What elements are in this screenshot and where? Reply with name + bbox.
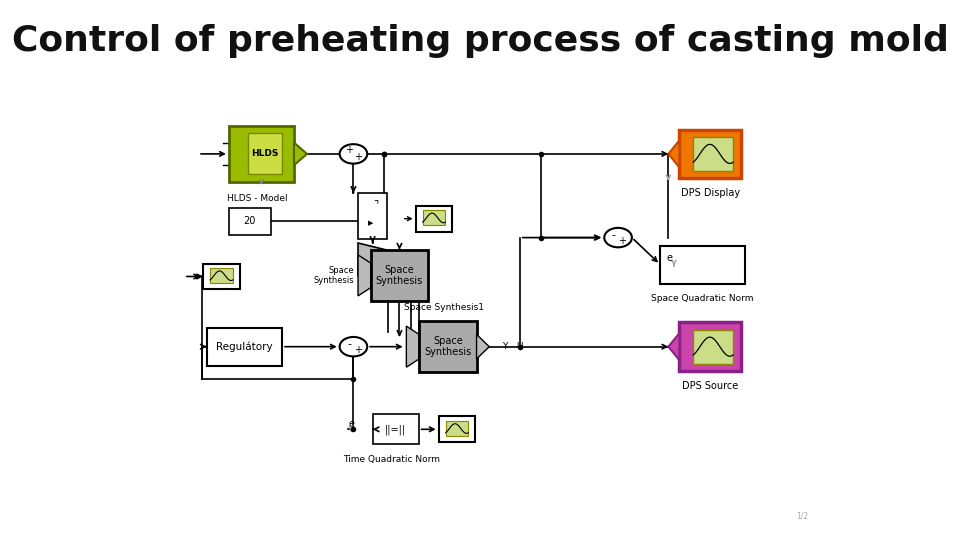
Polygon shape [668, 333, 680, 360]
Text: e: e [348, 419, 354, 429]
Text: +: + [346, 145, 353, 156]
FancyBboxPatch shape [693, 137, 733, 171]
FancyBboxPatch shape [419, 321, 476, 373]
Text: -: - [612, 230, 616, 240]
Polygon shape [406, 326, 419, 367]
Circle shape [340, 144, 368, 164]
FancyBboxPatch shape [371, 249, 428, 301]
FancyBboxPatch shape [228, 126, 294, 183]
FancyBboxPatch shape [422, 211, 445, 225]
Text: ||=||: ||=|| [385, 424, 406, 435]
Polygon shape [358, 243, 387, 275]
FancyBboxPatch shape [372, 415, 419, 444]
Text: -: - [348, 339, 351, 349]
FancyBboxPatch shape [680, 130, 741, 178]
FancyBboxPatch shape [445, 421, 468, 436]
Text: 1/2: 1/2 [796, 511, 808, 520]
Text: Space
Synthesis: Space Synthesis [375, 265, 423, 286]
Text: +: + [618, 235, 626, 246]
Circle shape [604, 228, 632, 247]
FancyBboxPatch shape [207, 328, 282, 366]
Text: Space Synthesis1: Space Synthesis1 [404, 303, 484, 312]
FancyBboxPatch shape [358, 193, 387, 239]
Text: Space Quadratic Norm: Space Quadratic Norm [651, 294, 754, 303]
FancyBboxPatch shape [210, 268, 233, 283]
Text: Space
Synthesis: Space Synthesis [424, 336, 471, 357]
Text: 20: 20 [244, 217, 256, 226]
FancyBboxPatch shape [693, 329, 733, 364]
FancyBboxPatch shape [204, 264, 240, 289]
Text: HLDS: HLDS [252, 150, 279, 158]
Text: Y: Y [502, 342, 507, 351]
Text: U: U [516, 342, 523, 351]
Text: +: + [353, 152, 362, 163]
Polygon shape [294, 143, 307, 165]
Polygon shape [358, 255, 371, 296]
Text: Regulátory: Regulátory [216, 341, 273, 352]
Text: e: e [666, 253, 672, 263]
Text: Control of preheating process of casting mold: Control of preheating process of casting… [12, 24, 948, 58]
Text: Space
Synthesis: Space Synthesis [314, 266, 354, 285]
FancyBboxPatch shape [416, 206, 452, 232]
Text: +: + [353, 345, 362, 355]
Text: HLDS - Model: HLDS - Model [228, 194, 288, 203]
Text: ▶: ▶ [369, 220, 373, 226]
Text: ⌝: ⌝ [372, 199, 378, 210]
Circle shape [340, 337, 368, 356]
Text: DPS Display: DPS Display [681, 188, 740, 198]
Polygon shape [476, 334, 490, 359]
FancyBboxPatch shape [660, 246, 745, 284]
FancyBboxPatch shape [680, 322, 741, 371]
Text: Time Quadratic Norm: Time Quadratic Norm [344, 455, 441, 464]
FancyBboxPatch shape [439, 416, 475, 442]
Polygon shape [668, 140, 680, 167]
FancyBboxPatch shape [249, 133, 282, 174]
FancyBboxPatch shape [228, 208, 271, 235]
Text: DPS Source: DPS Source [682, 381, 738, 391]
